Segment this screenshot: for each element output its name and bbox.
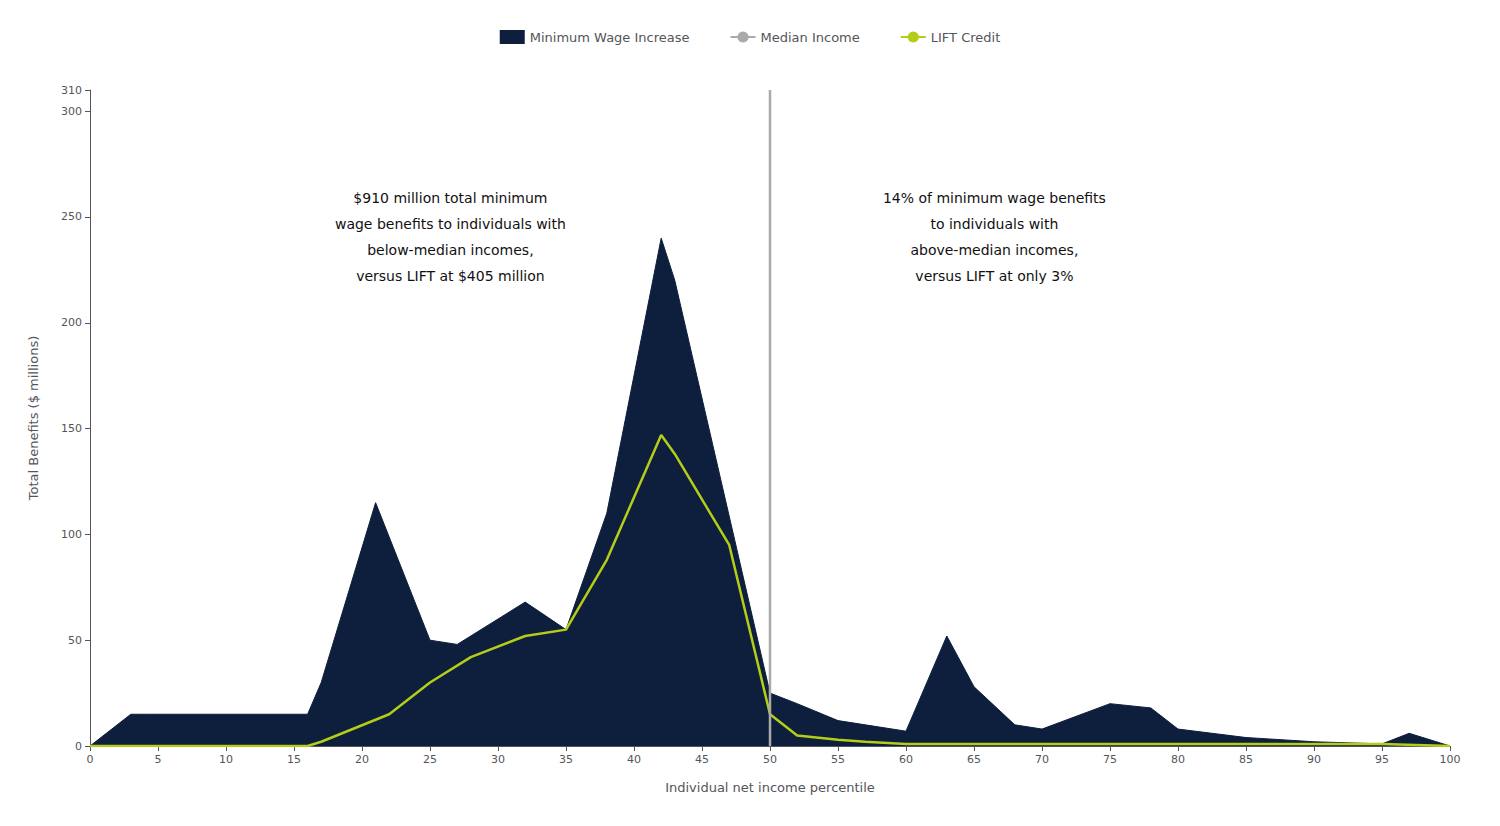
svg-text:310: 310	[61, 84, 82, 97]
svg-text:above-median incomes,: above-median incomes,	[910, 242, 1078, 258]
svg-text:25: 25	[423, 753, 437, 766]
svg-text:250: 250	[61, 210, 82, 223]
svg-text:Median Income: Median Income	[761, 30, 860, 45]
svg-text:150: 150	[61, 422, 82, 435]
svg-text:50: 50	[68, 634, 82, 647]
svg-text:75: 75	[1103, 753, 1117, 766]
svg-text:Total Benefits ($ millions): Total Benefits ($ millions)	[26, 336, 41, 501]
svg-text:15: 15	[287, 753, 301, 766]
svg-text:60: 60	[899, 753, 913, 766]
svg-text:65: 65	[967, 753, 981, 766]
svg-text:95: 95	[1375, 753, 1389, 766]
svg-text:100: 100	[61, 528, 82, 541]
svg-text:below-median incomes,: below-median incomes,	[367, 242, 533, 258]
svg-text:0: 0	[87, 753, 94, 766]
svg-text:55: 55	[831, 753, 845, 766]
svg-text:30: 30	[491, 753, 505, 766]
svg-text:35: 35	[559, 753, 573, 766]
svg-text:50: 50	[763, 753, 777, 766]
svg-text:90: 90	[1307, 753, 1321, 766]
svg-text:85: 85	[1239, 753, 1253, 766]
svg-text:versus LIFT at $405 million: versus LIFT at $405 million	[356, 268, 545, 284]
svg-text:Individual net income percenti: Individual net income percentile	[665, 780, 875, 795]
svg-text:0: 0	[75, 740, 82, 753]
svg-text:$910 million total minimum: $910 million total minimum	[353, 190, 547, 206]
svg-text:20: 20	[355, 753, 369, 766]
svg-text:wage benefits to individuals w: wage benefits to individuals with	[335, 216, 566, 232]
svg-text:5: 5	[155, 753, 162, 766]
svg-text:versus LIFT at only 3%: versus LIFT at only 3%	[915, 268, 1073, 284]
svg-text:45: 45	[695, 753, 709, 766]
svg-text:14% of minimum wage benefits: 14% of minimum wage benefits	[883, 190, 1106, 206]
svg-text:100: 100	[1440, 753, 1461, 766]
svg-text:200: 200	[61, 316, 82, 329]
svg-text:40: 40	[627, 753, 641, 766]
svg-text:70: 70	[1035, 753, 1049, 766]
svg-text:Minimum Wage Increase: Minimum Wage Increase	[530, 30, 690, 45]
svg-text:LIFT Credit: LIFT Credit	[931, 30, 1001, 45]
svg-text:80: 80	[1171, 753, 1185, 766]
svg-text:to individuals with: to individuals with	[930, 216, 1058, 232]
svg-text:10: 10	[219, 753, 233, 766]
svg-text:300: 300	[61, 105, 82, 118]
